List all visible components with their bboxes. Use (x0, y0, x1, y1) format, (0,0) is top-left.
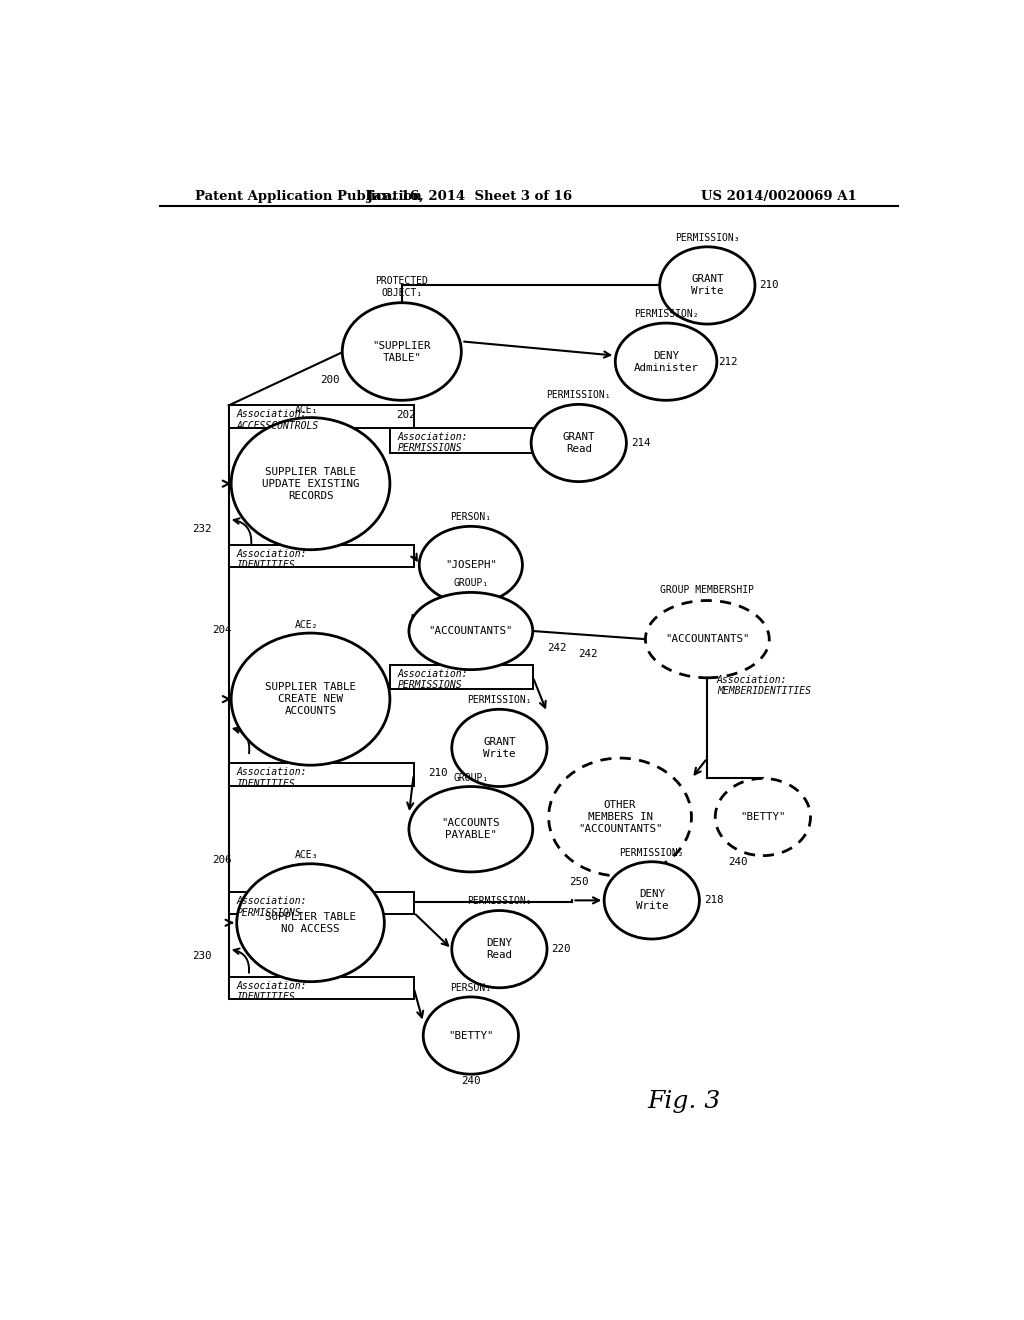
Text: 218: 218 (703, 895, 723, 906)
Text: PERMISSION₂: PERMISSION₂ (620, 847, 684, 858)
Text: 230: 230 (193, 952, 212, 961)
Text: SUPPLIER TABLE
CREATE NEW
ACCOUNTS: SUPPLIER TABLE CREATE NEW ACCOUNTS (265, 682, 356, 717)
Text: 220: 220 (552, 944, 571, 954)
Bar (228, 763, 414, 785)
Text: GROUP₁: GROUP₁ (454, 578, 488, 589)
Text: PERMISSION₁: PERMISSION₁ (467, 696, 531, 705)
Text: 206: 206 (212, 855, 231, 865)
Bar (390, 664, 532, 689)
Text: 240: 240 (461, 1076, 480, 1086)
Text: PERMISSION₂: PERMISSION₂ (634, 309, 698, 319)
Text: US 2014/0020069 A1: US 2014/0020069 A1 (700, 190, 857, 202)
Text: Jan. 16, 2014  Sheet 3 of 16: Jan. 16, 2014 Sheet 3 of 16 (367, 190, 571, 202)
Text: 202: 202 (396, 409, 416, 420)
Text: DENY
Read: DENY Read (486, 939, 512, 960)
Text: ACE₂: ACE₂ (295, 620, 318, 630)
Text: SUPPLIER TABLE
NO ACCESS: SUPPLIER TABLE NO ACCESS (265, 912, 356, 933)
Text: Association:
PERMISSIONS: Association: PERMISSIONS (397, 432, 468, 453)
Ellipse shape (716, 779, 811, 855)
Text: PERMISSION₁: PERMISSION₁ (547, 391, 611, 400)
Ellipse shape (452, 709, 547, 787)
Text: Patent Application Publication: Patent Application Publication (196, 190, 422, 202)
Text: Association:
IDENTITIES: Association: IDENTITIES (237, 767, 307, 789)
Text: "ACCOUNTANTS": "ACCOUNTANTS" (665, 634, 750, 644)
Text: "JOSEPH": "JOSEPH" (444, 560, 497, 570)
Text: DENY
Write: DENY Write (636, 890, 668, 911)
Text: GROUP₁: GROUP₁ (454, 774, 488, 784)
Ellipse shape (604, 862, 699, 939)
Text: GRANT
Write: GRANT Write (483, 737, 516, 759)
Text: 214: 214 (631, 438, 650, 447)
Text: ACE₃: ACE₃ (295, 850, 318, 859)
Text: OTHER
MEMBERS IN
"ACCOUNTANTS": OTHER MEMBERS IN "ACCOUNTANTS" (578, 800, 663, 834)
Text: PERMISSION₃: PERMISSION₃ (675, 232, 739, 243)
Text: Association:
ACCESSCONTROLS: Association: ACCESSCONTROLS (237, 409, 318, 432)
Text: "BETTY": "BETTY" (740, 812, 785, 822)
Text: Fig. 3: Fig. 3 (647, 1090, 720, 1113)
Ellipse shape (423, 997, 518, 1074)
Ellipse shape (659, 247, 755, 325)
Text: PERSON₁: PERSON₁ (451, 983, 492, 993)
Ellipse shape (231, 634, 390, 766)
Text: SUPPLIER TABLE
UPDATE EXISTING
RECORDS: SUPPLIER TABLE UPDATE EXISTING RECORDS (262, 467, 359, 500)
Bar (228, 977, 414, 999)
Text: PERSON₁: PERSON₁ (451, 512, 492, 523)
Text: 210: 210 (428, 768, 447, 779)
Text: 212: 212 (718, 356, 737, 367)
Text: 250: 250 (569, 876, 589, 887)
Text: Association:
MEMBERIDENTITIES: Association: MEMBERIDENTITIES (717, 675, 811, 697)
Text: Association:
IDENTITIES: Association: IDENTITIES (237, 549, 307, 570)
Text: 242: 242 (579, 649, 598, 660)
Text: 200: 200 (321, 375, 340, 385)
Bar (390, 428, 532, 453)
Text: GROUP MEMBERSHIP: GROUP MEMBERSHIP (660, 586, 755, 595)
Text: GRANT
Read: GRANT Read (562, 432, 595, 454)
Text: PERMISSION₁: PERMISSION₁ (467, 896, 531, 907)
Text: "ACCOUNTANTS": "ACCOUNTANTS" (429, 626, 513, 636)
Ellipse shape (531, 404, 627, 482)
Ellipse shape (409, 593, 532, 669)
Text: ACE₁: ACE₁ (295, 404, 318, 414)
Text: 210: 210 (760, 280, 779, 290)
Text: 242: 242 (547, 643, 566, 653)
Text: PROTECTED
OBJECT₁: PROTECTED OBJECT₁ (376, 276, 428, 297)
Ellipse shape (452, 911, 547, 987)
Ellipse shape (645, 601, 769, 677)
Ellipse shape (549, 758, 691, 876)
Text: DENY
Administer: DENY Administer (634, 351, 698, 372)
Text: 240: 240 (728, 857, 748, 867)
Ellipse shape (409, 787, 532, 873)
Text: 204: 204 (212, 624, 231, 635)
Ellipse shape (237, 863, 384, 982)
Ellipse shape (419, 527, 522, 603)
Ellipse shape (231, 417, 390, 549)
Ellipse shape (615, 323, 717, 400)
Text: "BETTY": "BETTY" (449, 1031, 494, 1040)
Ellipse shape (342, 302, 461, 400)
Text: 232: 232 (193, 524, 212, 535)
Text: Association:
IDENTITIES: Association: IDENTITIES (237, 981, 307, 1002)
Bar (228, 892, 414, 913)
Text: "ACCOUNTS
PAYABLE": "ACCOUNTS PAYABLE" (441, 818, 500, 841)
Text: "SUPPLIER
TABLE": "SUPPLIER TABLE" (373, 341, 431, 363)
Bar (228, 405, 414, 428)
Text: Association:
PERMISSIONS: Association: PERMISSIONS (397, 669, 468, 690)
Bar (228, 545, 414, 568)
Text: Association:
PERMISSIONS: Association: PERMISSIONS (237, 896, 307, 917)
Text: GRANT
Write: GRANT Write (691, 275, 724, 297)
